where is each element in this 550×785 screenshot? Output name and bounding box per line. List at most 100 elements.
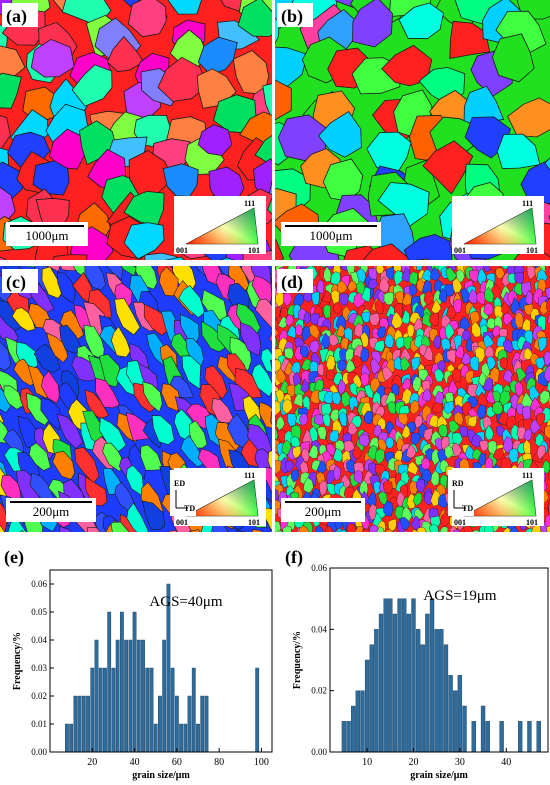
bar xyxy=(196,723,200,753)
bar xyxy=(153,723,158,753)
svg-text:101: 101 xyxy=(526,518,538,527)
bar xyxy=(369,644,374,753)
bar xyxy=(124,639,128,753)
svg-text:200μm: 200μm xyxy=(33,504,70,519)
y-axis-label: Frequency/% xyxy=(12,632,23,690)
bar xyxy=(81,695,86,753)
ipf-legend: 111 001 101 xyxy=(452,196,544,255)
svg-text:001: 001 xyxy=(176,518,188,527)
y-tick-label: 0.02 xyxy=(311,686,327,696)
bar xyxy=(86,695,90,753)
ags-annotation: AGS=40μm xyxy=(149,594,223,610)
bar xyxy=(453,690,458,753)
svg-text:(c): (c) xyxy=(6,272,26,293)
svg-text:101: 101 xyxy=(248,246,260,255)
scale-bar: 200μm xyxy=(281,498,365,522)
bar xyxy=(420,644,425,753)
bar xyxy=(132,611,137,753)
ags-annotation: AGS=19μm xyxy=(423,588,497,604)
x-tick-label: 40 xyxy=(501,757,511,768)
bar xyxy=(191,667,196,753)
bar xyxy=(480,705,486,753)
bar xyxy=(77,695,82,753)
panel-label: (e) xyxy=(4,547,24,568)
bar xyxy=(388,598,393,753)
x-tick-label: 40 xyxy=(130,757,140,768)
svg-text:ED: ED xyxy=(174,479,185,488)
y-tick-label: 0.06 xyxy=(311,563,327,573)
bar xyxy=(462,705,467,753)
svg-text:(d): (d) xyxy=(281,272,303,293)
bar xyxy=(355,690,360,753)
ipf-legend: 111 001 101 xyxy=(452,468,544,527)
bar xyxy=(434,629,439,753)
y-tick-label: 0.01 xyxy=(31,719,47,729)
bar xyxy=(471,721,476,753)
bar xyxy=(69,723,74,753)
svg-text:TD: TD xyxy=(184,504,195,513)
y-tick-label: 0.02 xyxy=(31,691,47,701)
bar xyxy=(351,705,356,753)
histogram-1: 10 20 30 40 0.00 0.02 0.04 0.06 grain size/μm Fre… xyxy=(285,547,549,781)
bar xyxy=(174,695,179,753)
bar xyxy=(187,695,192,753)
bar xyxy=(136,639,141,753)
direction-axes: ED TD xyxy=(170,470,196,516)
bar xyxy=(170,667,175,753)
bar xyxy=(183,723,188,753)
bar xyxy=(98,667,103,753)
bar xyxy=(73,695,78,753)
bar xyxy=(448,675,453,753)
bar xyxy=(111,667,116,753)
bar xyxy=(94,639,99,753)
x-axis-label: grain size/μm xyxy=(132,770,190,781)
bar xyxy=(392,613,398,753)
y-tick-label: 0.00 xyxy=(31,747,47,757)
scale-bar: 1000μm xyxy=(281,222,381,246)
bar xyxy=(527,721,532,753)
bar xyxy=(429,598,435,753)
bar xyxy=(162,639,167,753)
direction-axes: RD TD xyxy=(448,470,474,516)
bar xyxy=(415,629,421,753)
x-tick-label: 10 xyxy=(362,757,372,768)
y-axis-label: Frequency/% xyxy=(292,631,303,689)
x-tick-label: 60 xyxy=(172,757,182,768)
y-tick-label: 0.05 xyxy=(31,607,47,617)
panel-label: (f) xyxy=(285,547,303,568)
bar xyxy=(103,667,107,753)
y-tick-label: 0.04 xyxy=(311,624,327,634)
svg-text:RD: RD xyxy=(452,479,464,488)
bar xyxy=(364,659,370,753)
svg-text:101: 101 xyxy=(248,518,260,527)
ebsd-map-a: (a) 1000μm 111 001 101 xyxy=(0,0,272,260)
grain-layer xyxy=(0,266,272,532)
bar xyxy=(119,611,124,753)
ipf-legend: 111 001 101 xyxy=(174,196,266,255)
svg-text:111: 111 xyxy=(522,199,533,208)
bar xyxy=(158,695,162,753)
plot-frame xyxy=(329,567,549,753)
bar xyxy=(518,721,523,753)
bar xyxy=(141,639,145,753)
ebsd-map-d: (d) 200μm 111 001 101 RD TD xyxy=(275,266,550,532)
svg-text:111: 111 xyxy=(522,471,533,480)
bar xyxy=(145,667,150,753)
bar xyxy=(179,723,183,753)
bar xyxy=(406,613,412,753)
bar xyxy=(485,721,490,753)
svg-text:1000μm: 1000μm xyxy=(309,228,352,243)
x-axis-label: grain size/μm xyxy=(410,770,468,781)
plot-frame xyxy=(49,569,273,753)
svg-text:200μm: 200μm xyxy=(305,504,342,519)
bar xyxy=(90,667,95,753)
panel-label: (d) xyxy=(277,269,313,293)
bar xyxy=(425,613,430,753)
bar xyxy=(499,721,504,753)
bar xyxy=(204,695,209,753)
bar xyxy=(402,598,407,753)
bar xyxy=(443,644,449,753)
bar xyxy=(536,721,541,753)
bar xyxy=(397,598,402,753)
scale-bar: 200μm xyxy=(6,498,96,522)
